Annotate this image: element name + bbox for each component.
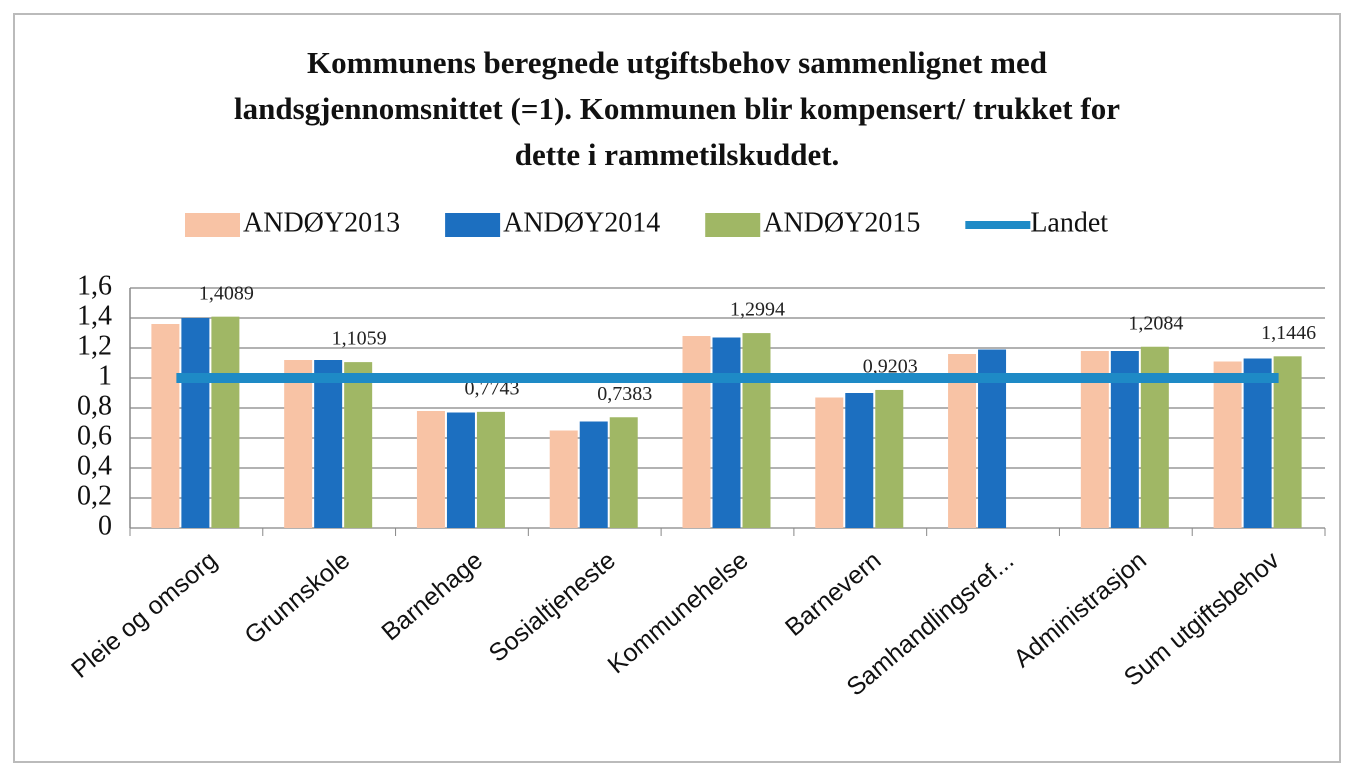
bar	[1273, 356, 1302, 528]
bar	[1243, 358, 1272, 528]
legend-swatch	[705, 213, 761, 237]
bar	[579, 421, 608, 528]
data-label: 1,1446	[1261, 322, 1316, 344]
y-tick-label: 1,2	[77, 330, 112, 361]
legend-label: ANDØY2013	[243, 207, 400, 238]
legend-label: ANDØY2014	[503, 207, 660, 238]
bar	[344, 362, 373, 528]
y-tick-label: 1,4	[77, 300, 112, 331]
legend-label: ANDØY2015	[763, 207, 920, 238]
y-tick-label: 1	[98, 360, 112, 391]
data-label: 0,7383	[597, 383, 652, 405]
chart-title: Kommunens beregnede utgiftsbehov sammenl…	[307, 45, 1047, 80]
bar	[151, 324, 180, 528]
legend-swatch	[445, 213, 501, 237]
bar	[845, 393, 874, 528]
y-tick-label: 0,2	[77, 480, 112, 511]
bar	[609, 417, 638, 528]
bar	[181, 318, 210, 528]
data-label: 1,1059	[332, 328, 387, 350]
y-tick-label: 0	[98, 510, 112, 541]
chart-title: dette i rammetilskuddet.	[515, 137, 840, 172]
data-label: 1,2994	[730, 299, 785, 321]
bar	[815, 397, 844, 528]
bar	[446, 412, 475, 528]
data-label: 1,4089	[199, 282, 254, 304]
bar	[284, 360, 313, 528]
bar	[1213, 361, 1242, 528]
bar	[712, 337, 741, 528]
y-tick-label: 0,4	[77, 450, 112, 481]
y-tick-label: 0,6	[77, 420, 112, 451]
bar	[476, 411, 505, 528]
bar	[211, 316, 240, 528]
bar	[549, 430, 578, 528]
legend-swatch	[185, 213, 240, 237]
chart-title: landsgjennomsnittet (=1). Kommunen blir …	[234, 91, 1120, 126]
bar	[314, 360, 343, 528]
bar	[416, 411, 445, 528]
y-tick-label: 1,6	[77, 270, 112, 301]
bar	[742, 333, 771, 528]
bar	[682, 336, 711, 528]
y-tick-label: 0,8	[77, 390, 112, 421]
data-label: 1,2084	[1128, 312, 1183, 334]
legend-label: Landet	[1030, 207, 1108, 238]
bar	[875, 389, 904, 528]
data-label: 0,9203	[863, 356, 918, 378]
